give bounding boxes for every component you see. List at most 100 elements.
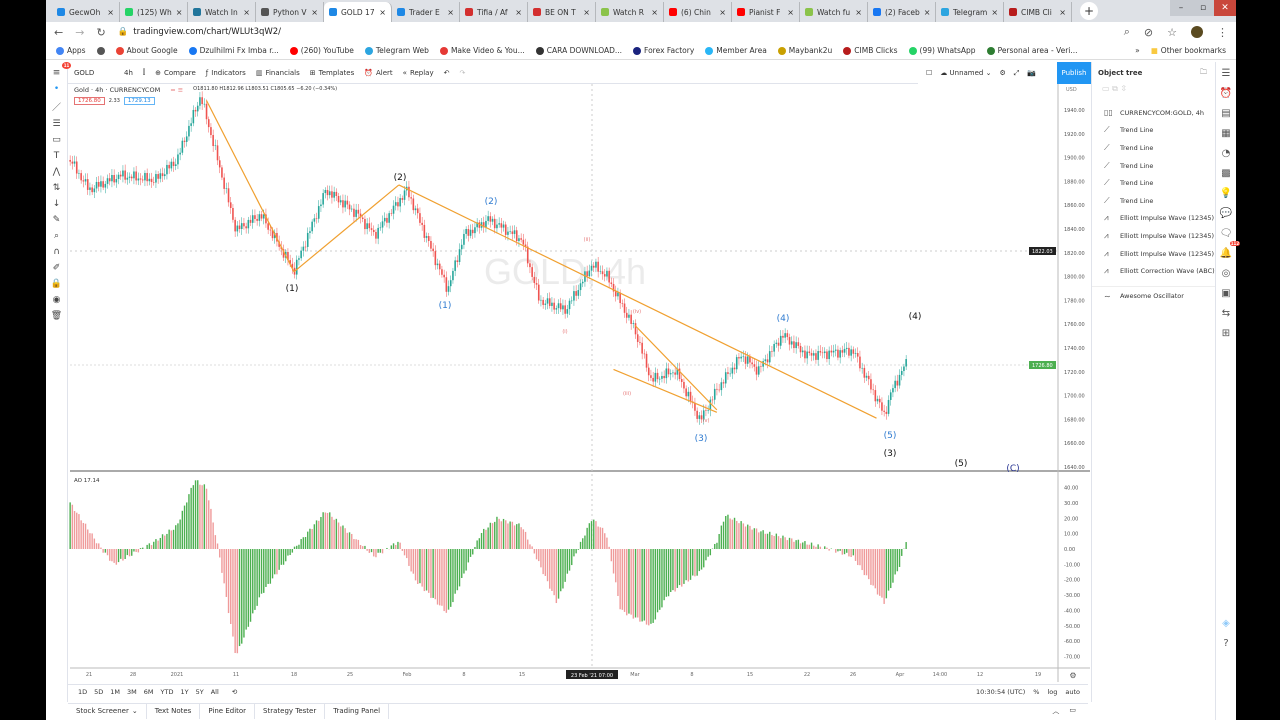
close-tab-icon[interactable]: × — [787, 7, 794, 17]
range-button[interactable]: 1Y — [180, 687, 189, 696]
magnet-icon[interactable]: ∩ — [53, 247, 60, 257]
wave-label[interactable]: (ii) — [584, 237, 591, 243]
help-icon[interactable]: ? — [1223, 638, 1229, 649]
bookmark[interactable]: Dzulhilmi Fx Imba r... — [188, 46, 279, 55]
wave-label[interactable]: (3) — [695, 434, 708, 444]
legend-buttons[interactable]: = ≡ — [170, 86, 184, 94]
maximize-panel-icon[interactable]: ▭ — [1069, 706, 1076, 714]
eye-icon[interactable]: ◉ — [52, 295, 61, 305]
lock-icon[interactable]: 🔒 — [50, 279, 63, 289]
close-tab-icon[interactable]: × — [379, 7, 386, 17]
redo-icon[interactable]: ↷ — [459, 68, 466, 77]
browser-tab[interactable]: BE ON T × — [528, 2, 596, 22]
close-tab-icon[interactable]: × — [243, 7, 250, 17]
other-bookmarks[interactable]: ■ Other bookmarks — [1151, 46, 1226, 55]
close-tab-icon[interactable]: × — [515, 7, 522, 17]
fullscreen-checkbox-icon[interactable]: ☐ — [926, 69, 933, 77]
undo-icon[interactable]: ↶ — [443, 68, 450, 77]
eye-off-icon[interactable]: ⊘ — [1143, 25, 1154, 39]
object-tree-item[interactable]: ⩘ Elliott Impulse Wave (12345) — [1092, 227, 1215, 245]
messages-icon[interactable]: 🗨 — [1219, 228, 1233, 239]
camera-icon[interactable]: 📷 — [1027, 69, 1037, 77]
hotlist-icon[interactable]: ◔ — [1221, 148, 1231, 159]
trend-line-tool-icon[interactable]: ／ — [51, 103, 61, 113]
watchlist-icon[interactable]: ☰ — [1221, 68, 1231, 79]
close-tab-icon[interactable]: × — [583, 7, 590, 17]
percent-toggle[interactable]: % — [1033, 687, 1040, 696]
close-tab-icon[interactable]: × — [175, 7, 183, 17]
bookmark[interactable]: CIMB Clicks — [843, 46, 898, 55]
brush-icon[interactable]: ✎ — [52, 215, 61, 225]
close-tab-icon[interactable]: × — [719, 7, 726, 17]
trend-line[interactable] — [293, 184, 400, 273]
close-tab-icon[interactable]: × — [991, 7, 999, 17]
bookmark[interactable]: Make Video & You... — [439, 46, 525, 55]
browser-tab[interactable]: Watch In × — [188, 2, 256, 22]
range-button[interactable]: 3M — [127, 687, 137, 696]
bottom-tab[interactable]: Trading Panel — [325, 703, 390, 719]
ideas-icon[interactable]: 💡 — [1219, 188, 1233, 199]
wave-label[interactable]: (i) — [562, 329, 567, 335]
sell-price-button[interactable]: 1726.80 — [74, 97, 105, 105]
wave-label[interactable]: (2) — [394, 173, 407, 183]
streams-icon[interactable]: ◎ — [1221, 268, 1231, 279]
notifications-icon[interactable]: 🔔 112 — [1219, 241, 1241, 259]
pencil-icon[interactable]: ✐ — [52, 263, 61, 273]
compare-button[interactable]: ⊕ Compare — [155, 69, 196, 77]
interval-button[interactable]: 4h — [124, 68, 133, 77]
trend-line[interactable] — [398, 184, 877, 419]
bottom-tab[interactable]: Pine Editor — [200, 703, 256, 719]
object-tree-item[interactable]: ⩘ Elliott Correction Wave (ABC) — [1092, 262, 1215, 280]
range-button[interactable]: 1M — [110, 687, 121, 696]
close-tab-icon[interactable]: × — [1059, 7, 1066, 17]
browser-tab[interactable]: Python V × — [256, 2, 324, 22]
symbol-search[interactable]: GOLD — [74, 68, 95, 77]
browser-tab[interactable]: GOLD 17 × — [324, 2, 392, 22]
object-tree-item[interactable]: ⩘ Elliott Impulse Wave (12345) — [1092, 210, 1215, 228]
wave-label[interactable]: (4) — [777, 314, 790, 324]
object-tree-item[interactable]: ∼ Awesome Oscillator — [1092, 285, 1215, 304]
replay-button[interactable]: «Replay — [403, 69, 434, 77]
log-toggle[interactable]: log — [1047, 687, 1058, 696]
bookmark[interactable]: Telegram Web — [364, 46, 429, 55]
wave-label[interactable]: (4) — [909, 312, 922, 322]
range-button[interactable]: YTD — [160, 687, 174, 696]
browser-tab[interactable]: (6) Chin × — [664, 2, 732, 22]
collapse-panel-icon[interactable]: ︿ — [1052, 707, 1060, 715]
wave-label[interactable]: (3) — [884, 449, 897, 459]
currency-label[interactable]: USD — [1066, 87, 1077, 93]
browser-tab[interactable]: Watch R × — [596, 2, 664, 22]
browser-tab[interactable]: Telegram × — [936, 2, 1004, 22]
bookmark[interactable]: Forex Factory — [633, 46, 694, 55]
indicators-button[interactable]: ƒ Indicators — [206, 69, 246, 77]
chart-type-icon[interactable]: ⫿ — [142, 68, 146, 76]
range-button[interactable]: 6M — [143, 687, 154, 696]
object-tree-item[interactable]: ▯▯ CURRENCYCOM:GOLD, 4h — [1092, 104, 1215, 122]
close-tab-icon[interactable]: × — [311, 7, 318, 17]
close-tab-icon[interactable]: × — [107, 7, 114, 17]
browser-tab[interactable]: (125) Wh × — [120, 2, 188, 22]
range-button[interactable]: 1D — [78, 687, 88, 696]
alarm-icon[interactable]: ⏰ — [1219, 88, 1233, 99]
browser-tab[interactable]: CIMB Cli × — [1004, 2, 1072, 22]
wave-label[interactable]: (C) — [1006, 464, 1019, 474]
calendar-icon[interactable]: ▩ — [1221, 168, 1231, 179]
bookmark[interactable]: (99) WhatsApp — [908, 46, 976, 55]
close-tab-icon[interactable]: × — [651, 7, 658, 17]
bottom-tab[interactable]: Text Notes — [147, 703, 201, 719]
bookmark[interactable] — [96, 46, 105, 55]
avatar[interactable] — [1191, 26, 1203, 38]
browser-tab[interactable]: GecwOh × — [52, 2, 120, 22]
bookmark[interactable]: Member Area — [705, 46, 767, 55]
bookmark[interactable]: Personal area - Veri... — [986, 46, 1078, 55]
back-icon[interactable]: ← — [54, 25, 64, 39]
object-tree-item[interactable]: ⟋ Trend Line — [1092, 139, 1215, 157]
templates-button[interactable]: ⊞ Templates — [310, 69, 354, 77]
close-tab-icon[interactable]: × — [447, 7, 454, 17]
menu-icon[interactable]: ⋮ — [1217, 25, 1228, 39]
close-window-button[interactable]: ✕ — [1214, 0, 1236, 16]
wave-label[interactable]: (1) — [286, 284, 299, 294]
trash-icon[interactable]: 🗑 — [50, 311, 63, 321]
axis-settings-icon[interactable]: ⚙ — [1069, 671, 1076, 680]
reload-icon[interactable]: ↻ — [96, 25, 106, 39]
